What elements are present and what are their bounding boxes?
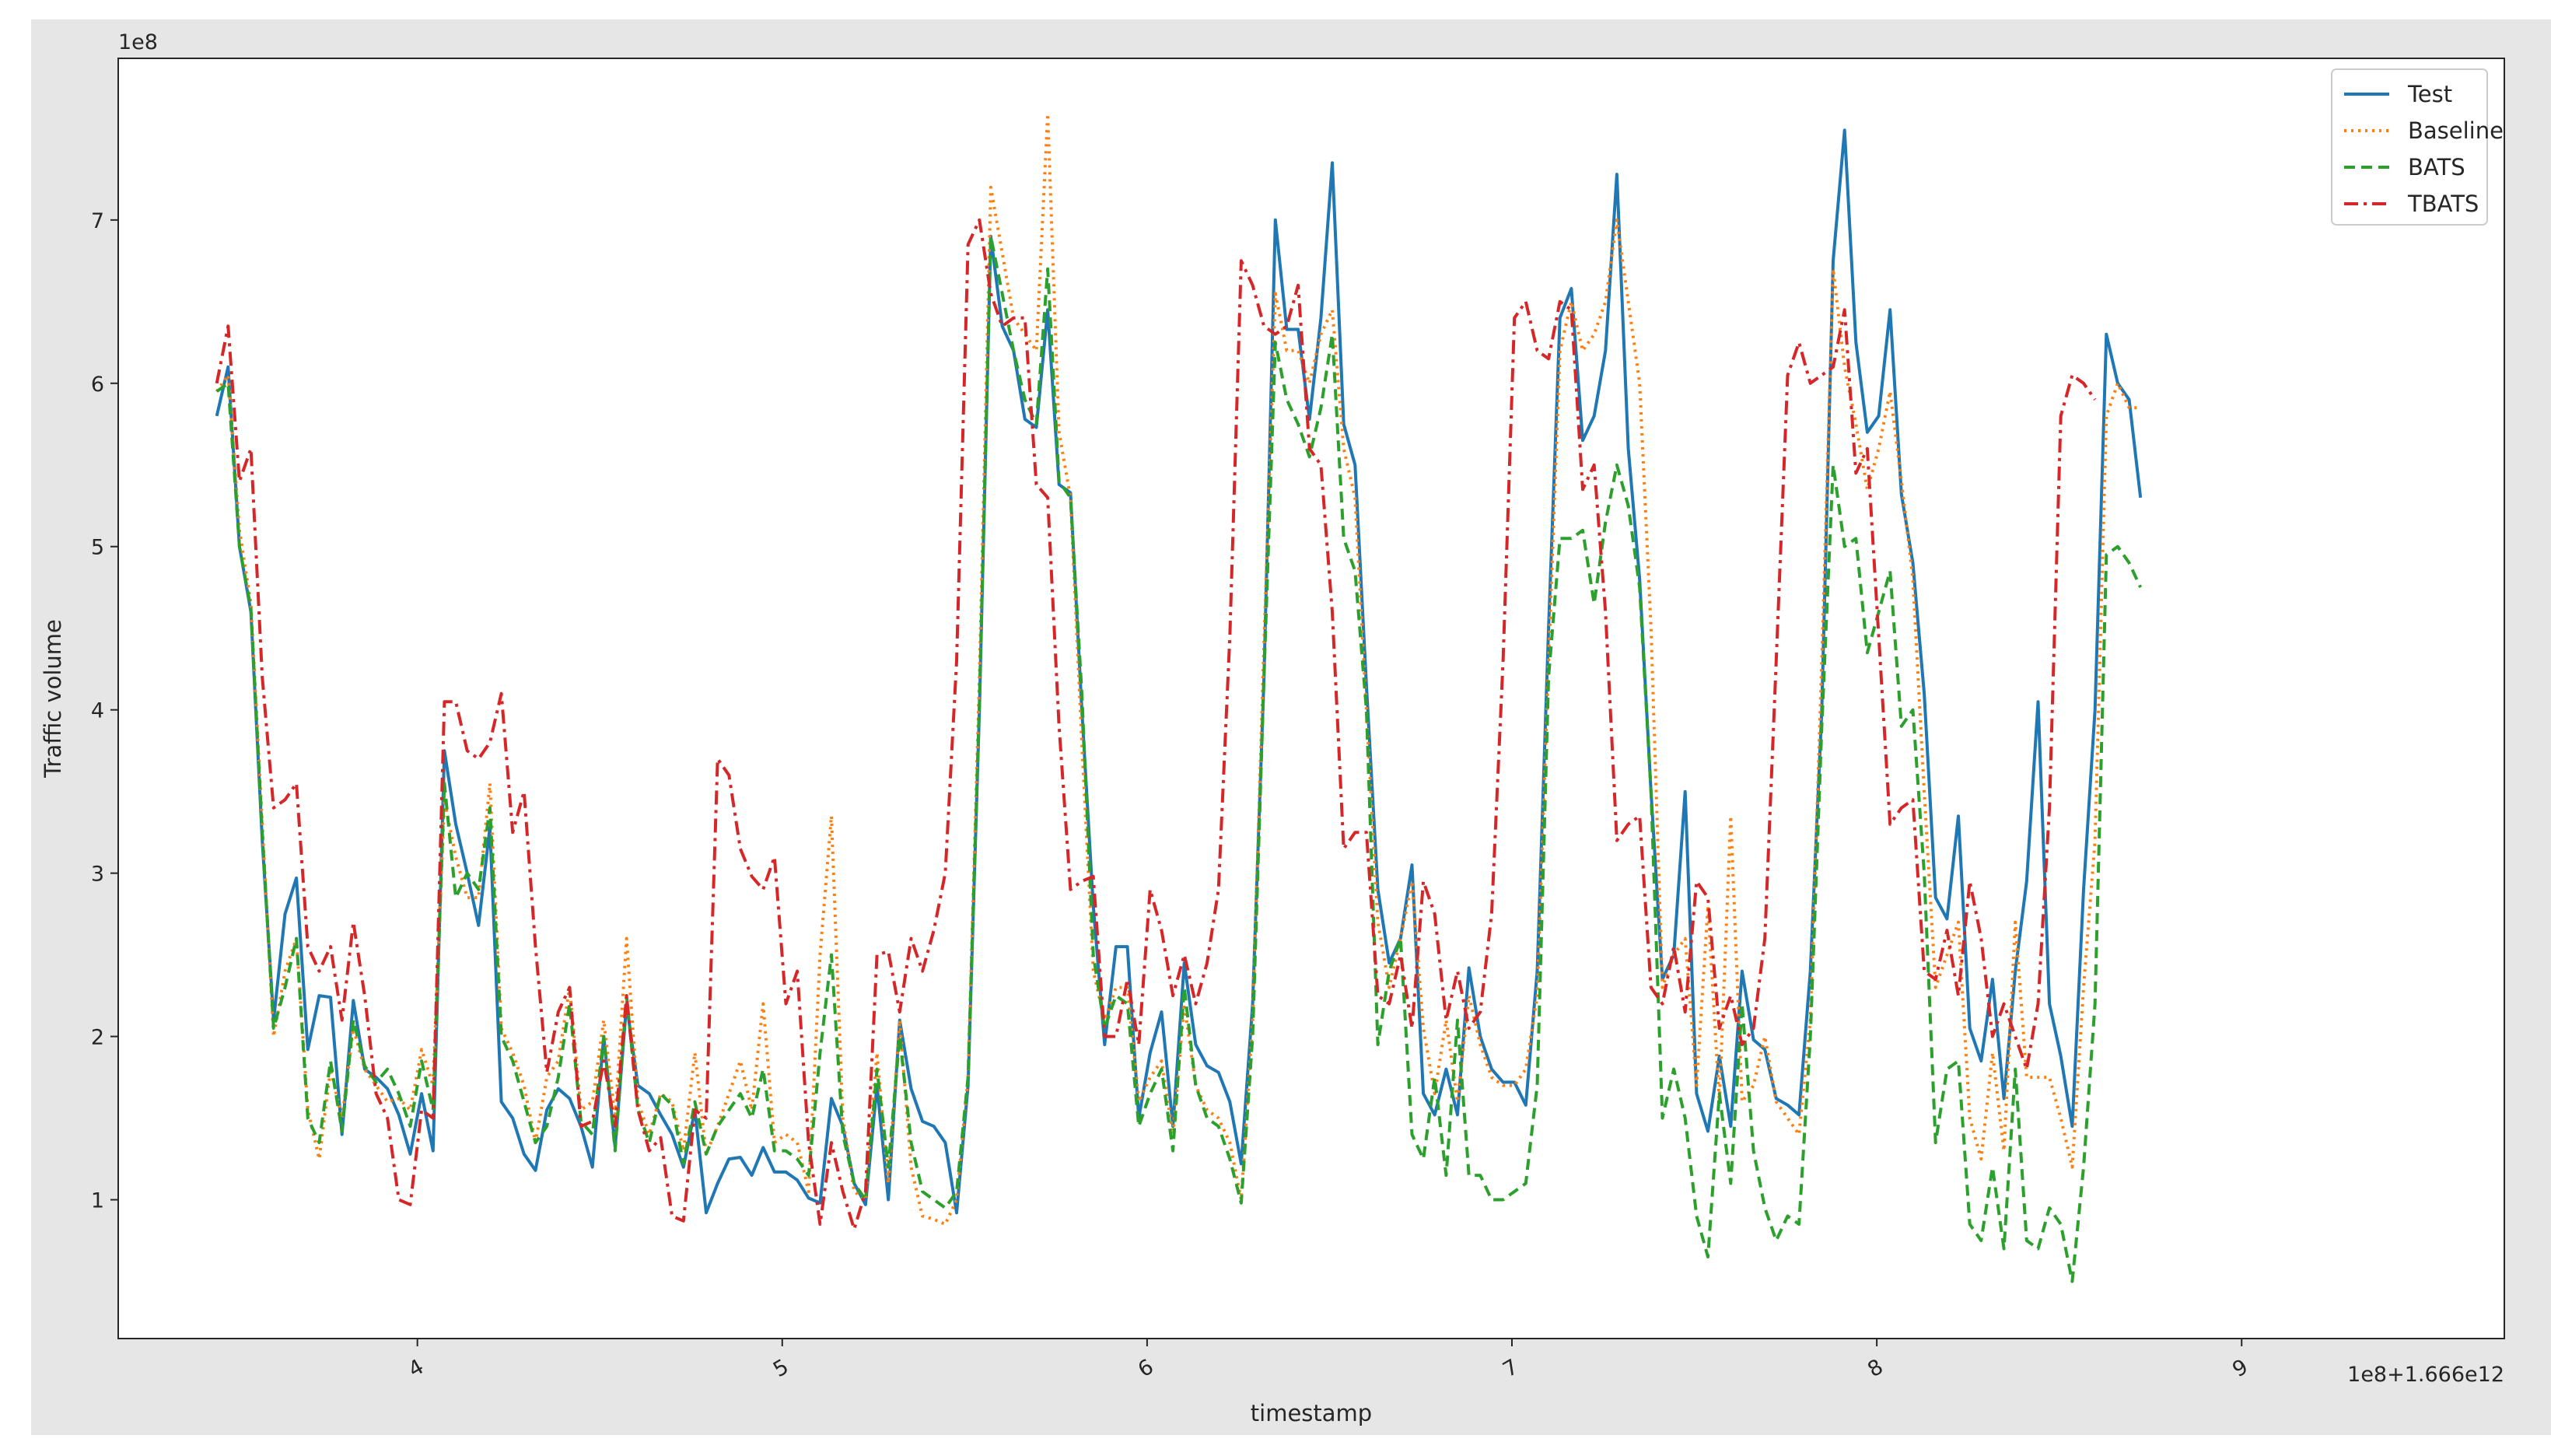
x-tick-label: 6 [1134,1355,1157,1382]
plot-area [117,58,2505,1339]
y-tick-label: 4 [91,699,104,723]
x-axis: 4 5 6 7 8 9 [404,1339,2252,1382]
y-tick-label: 2 [91,1026,104,1050]
y-multiplier-label: 1e8 [118,30,158,54]
x-axis-label: timestamp [1251,1400,1372,1426]
y-tick-label: 6 [91,373,104,397]
x-tick-label: 8 [1863,1355,1887,1382]
series-layer [215,112,2143,1283]
y-tick-label: 3 [91,863,104,887]
y-tick-label: 7 [91,209,104,233]
x-tick-label: 5 [769,1355,793,1382]
legend-label-baseline: Baseline [2408,117,2504,144]
legend-label-bats: BATS [2408,154,2465,180]
legend-label-tbats: TBATS [2407,191,2479,217]
legend: Test Baseline BATS TBATS [2331,68,2504,226]
legend-box [2331,68,2488,226]
x-tick-label: 4 [404,1355,428,1382]
x-tick-label: 7 [1499,1355,1522,1382]
series-line-bats [215,234,2143,1283]
y-axis-label: Traffic volume [40,619,66,779]
y-axis: 1 2 3 4 5 6 7 [91,209,118,1213]
line-chart: 4 5 6 7 8 9 1 2 3 4 5 6 7 1e8 1e8+1.666e12 timestam… [40,30,2505,1426]
legend-label-test: Test [2407,81,2452,107]
series-line-tbats [215,218,2097,1231]
figure-background: 4 5 6 7 8 9 1 2 3 4 5 6 7 1e8 1e8+1.666e12 timestam… [31,19,2551,1435]
x-tick-label: 9 [2228,1355,2252,1382]
x-offset-label: 1e8+1.666e12 [2347,1363,2504,1387]
y-tick-label: 5 [91,536,104,560]
y-tick-label: 1 [91,1189,104,1213]
